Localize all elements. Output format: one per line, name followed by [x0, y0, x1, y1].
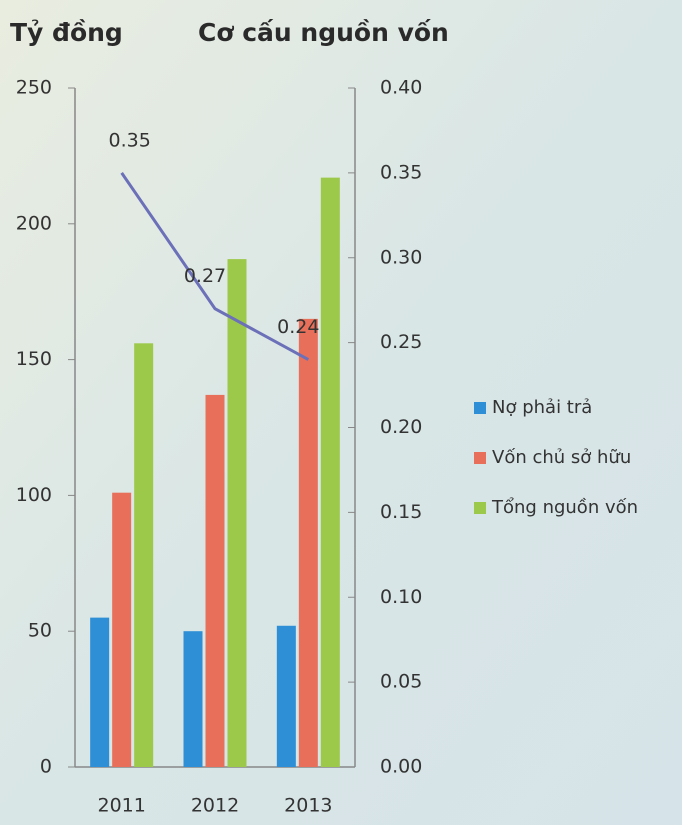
bar: [298, 318, 318, 767]
y-tick-label: 50: [28, 620, 52, 642]
bar: [183, 631, 203, 767]
legend-label: Tổng nguồn vốn: [491, 497, 638, 518]
y-tick-label: 250: [16, 77, 52, 99]
y2-tick-label: 0.25: [380, 331, 422, 353]
bar: [90, 617, 110, 767]
data-label: 0.35: [109, 129, 151, 151]
y2-tick-label: 0.20: [380, 416, 422, 438]
bar: [227, 259, 247, 767]
legend-label: Vốn chủ sở hữu: [492, 447, 631, 468]
y-tick-label: 200: [16, 212, 52, 234]
data-label: 0.24: [277, 316, 319, 338]
y2-tick-label: 0.40: [380, 77, 422, 99]
x-tick-label: 2013: [284, 795, 332, 817]
y2-tick-label: 0.35: [380, 161, 422, 183]
bar: [320, 177, 340, 768]
y-tick-label: 150: [16, 348, 52, 370]
legend-swatch: [474, 452, 486, 464]
legend-label: Nợ phải trả: [492, 397, 592, 418]
bar: [276, 625, 296, 767]
y2-tick-label: 0.30: [380, 246, 422, 268]
y2-tick-label: 0.05: [380, 671, 422, 693]
data-label: 0.27: [184, 265, 226, 287]
y-tick-label: 0: [40, 756, 52, 778]
x-tick-label: 2012: [191, 795, 239, 817]
y2-tick-label: 0.15: [380, 501, 422, 523]
bar: [205, 394, 225, 767]
legend-swatch: [474, 402, 486, 414]
bar: [134, 343, 154, 767]
y-tick-label: 100: [16, 484, 52, 506]
line: [120, 172, 310, 361]
legend-swatch: [474, 502, 486, 514]
x-tick-label: 2011: [97, 795, 145, 817]
y2-tick-label: 0.10: [380, 586, 422, 608]
y-axis-label: Tỷ đồng: [10, 18, 123, 47]
chart-title: Cơ cấu nguồn vốn: [198, 18, 449, 47]
bar: [112, 492, 132, 767]
y2-tick-label: 0.00: [380, 756, 422, 778]
